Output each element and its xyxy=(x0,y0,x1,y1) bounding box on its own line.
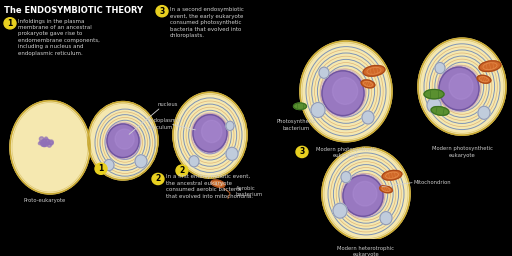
Text: nucleus: nucleus xyxy=(158,102,179,106)
Ellipse shape xyxy=(343,175,383,216)
Ellipse shape xyxy=(293,103,307,110)
Circle shape xyxy=(152,173,164,185)
Ellipse shape xyxy=(380,212,392,225)
Circle shape xyxy=(45,137,48,140)
Text: 2: 2 xyxy=(179,166,185,175)
Ellipse shape xyxy=(437,65,481,112)
Text: Photosynthetic
bacterium: Photosynthetic bacterium xyxy=(276,119,316,131)
Text: In a second endosymbiotic
event, the early eukaryote
consumed photosynthetic
bac: In a second endosymbiotic event, the ear… xyxy=(170,7,244,38)
Circle shape xyxy=(4,18,16,29)
Ellipse shape xyxy=(362,111,374,124)
Circle shape xyxy=(43,142,48,146)
Ellipse shape xyxy=(361,80,375,88)
Text: In a first endosymbiotic event,
the ancestral eukaryote
consumed aerobic bacteri: In a first endosymbiotic event, the ance… xyxy=(166,174,253,198)
Ellipse shape xyxy=(449,73,473,99)
Text: Aerobic
bacterium: Aerobic bacterium xyxy=(236,186,263,197)
Circle shape xyxy=(41,141,44,143)
Text: Modern photosynthetic
eukaryote: Modern photosynthetic eukaryote xyxy=(315,147,376,158)
Text: 2: 2 xyxy=(155,175,161,184)
Ellipse shape xyxy=(189,156,199,167)
Circle shape xyxy=(45,139,50,144)
Ellipse shape xyxy=(478,106,490,119)
Text: 1: 1 xyxy=(7,19,13,28)
Ellipse shape xyxy=(300,41,392,142)
Ellipse shape xyxy=(107,124,139,157)
Circle shape xyxy=(296,146,308,157)
Ellipse shape xyxy=(353,182,377,206)
Ellipse shape xyxy=(322,147,410,240)
Ellipse shape xyxy=(341,173,385,218)
Text: Modern heterotrophic
eukaryote: Modern heterotrophic eukaryote xyxy=(337,246,395,256)
Ellipse shape xyxy=(105,122,141,159)
Ellipse shape xyxy=(332,78,358,104)
Ellipse shape xyxy=(202,120,222,143)
Ellipse shape xyxy=(173,92,247,178)
Ellipse shape xyxy=(104,159,114,170)
Circle shape xyxy=(42,139,46,143)
Text: The ENDOSYMBIOTIC THEORY: The ENDOSYMBIOTIC THEORY xyxy=(4,6,143,15)
Ellipse shape xyxy=(418,38,506,135)
Text: Proto-eukaryote: Proto-eukaryote xyxy=(24,198,66,202)
Ellipse shape xyxy=(341,172,351,183)
Ellipse shape xyxy=(439,67,479,110)
Ellipse shape xyxy=(311,103,325,118)
Ellipse shape xyxy=(226,121,234,131)
Circle shape xyxy=(176,165,188,176)
Circle shape xyxy=(48,144,51,147)
Ellipse shape xyxy=(211,180,225,187)
Ellipse shape xyxy=(427,98,441,113)
Ellipse shape xyxy=(479,61,501,71)
Ellipse shape xyxy=(226,147,238,160)
Ellipse shape xyxy=(435,62,445,74)
Text: 3: 3 xyxy=(159,7,165,16)
Ellipse shape xyxy=(333,203,347,218)
Ellipse shape xyxy=(477,75,491,83)
Ellipse shape xyxy=(363,66,385,76)
Ellipse shape xyxy=(115,129,134,149)
Circle shape xyxy=(156,6,168,17)
Ellipse shape xyxy=(424,90,444,99)
Text: 3: 3 xyxy=(300,147,305,156)
Ellipse shape xyxy=(10,101,90,194)
Ellipse shape xyxy=(135,155,147,168)
Ellipse shape xyxy=(380,186,392,193)
Circle shape xyxy=(41,143,45,146)
Circle shape xyxy=(95,163,107,174)
Text: Modern photosynthetic
eukaryote: Modern photosynthetic eukaryote xyxy=(432,146,493,157)
Circle shape xyxy=(39,137,44,141)
Text: Infoldings in the plasma
membrane of an ancestral
prokaryote gave rise to
endome: Infoldings in the plasma membrane of an … xyxy=(18,19,100,56)
Circle shape xyxy=(46,139,49,142)
Ellipse shape xyxy=(431,106,449,115)
Ellipse shape xyxy=(322,71,364,116)
Circle shape xyxy=(38,142,41,145)
Circle shape xyxy=(44,144,46,146)
Circle shape xyxy=(41,143,44,146)
Ellipse shape xyxy=(193,115,227,152)
Circle shape xyxy=(43,139,47,142)
Ellipse shape xyxy=(88,102,158,180)
Text: Mitochondrion: Mitochondrion xyxy=(414,180,452,185)
Text: Endoplasmic
reticulum: Endoplasmic reticulum xyxy=(148,118,182,130)
Circle shape xyxy=(49,140,53,144)
Ellipse shape xyxy=(191,113,229,154)
Circle shape xyxy=(49,141,53,145)
Circle shape xyxy=(46,143,49,145)
Text: 1: 1 xyxy=(98,164,103,173)
Ellipse shape xyxy=(382,170,402,180)
Ellipse shape xyxy=(319,67,329,78)
Circle shape xyxy=(39,141,41,143)
Circle shape xyxy=(42,143,46,147)
Ellipse shape xyxy=(320,69,366,118)
